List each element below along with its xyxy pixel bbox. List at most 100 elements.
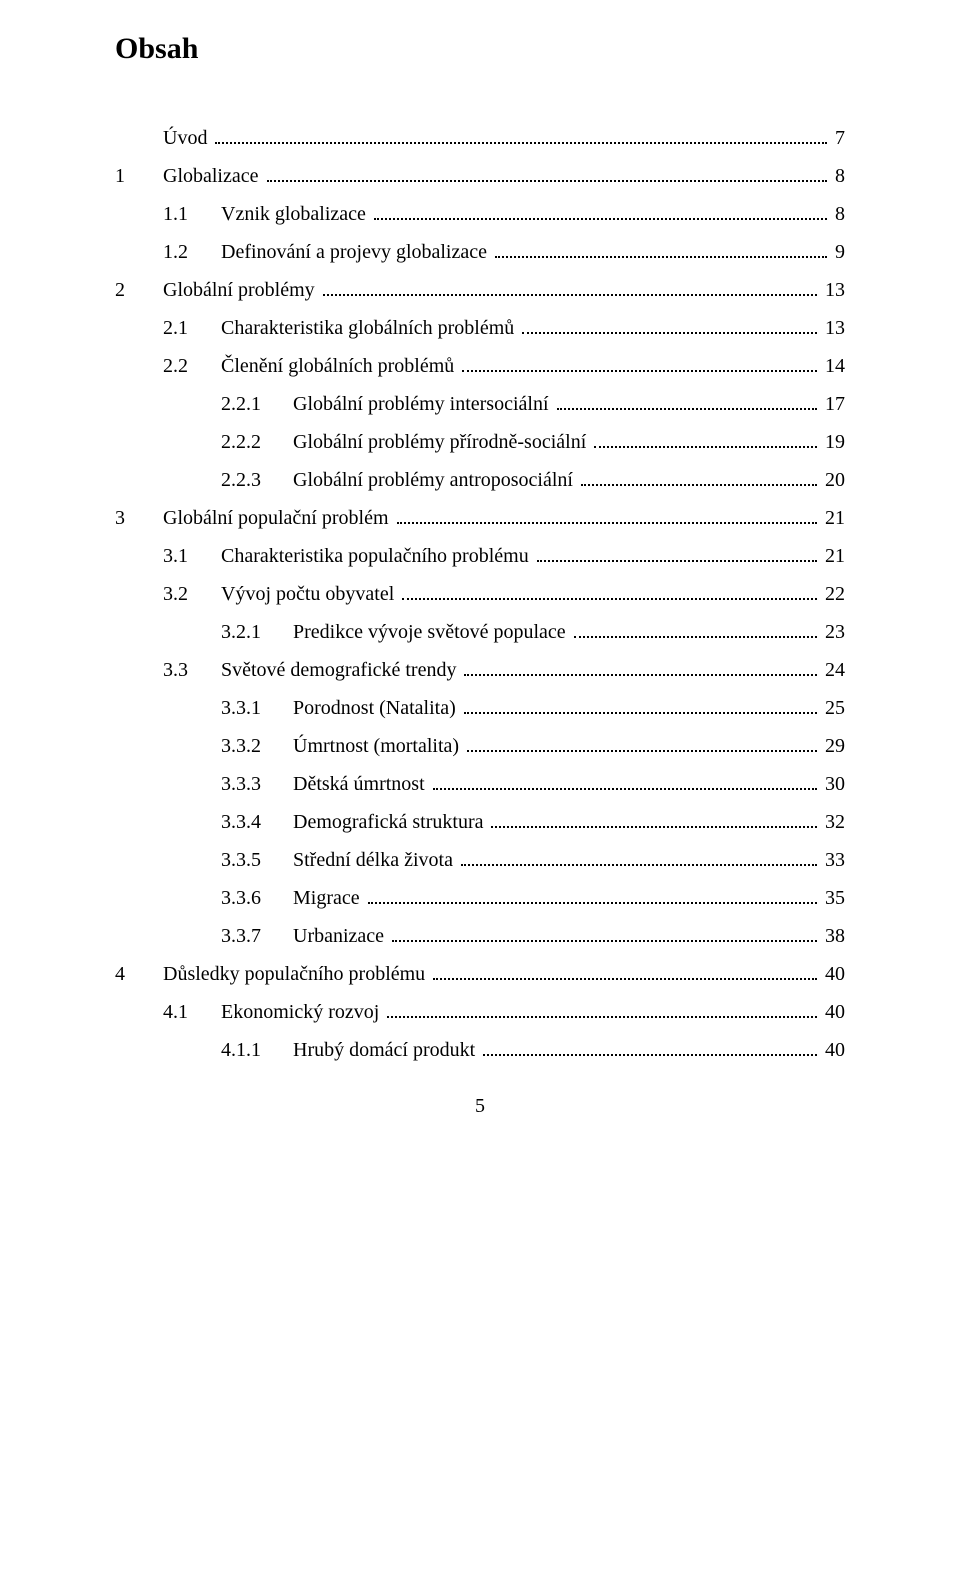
- toc-entry: 3.3.1Porodnost (Natalita)25: [115, 689, 845, 727]
- toc-leader-dots: [557, 392, 818, 410]
- toc-leader-dots: [368, 886, 817, 904]
- toc-label: Definování a projevy globalizace: [221, 233, 491, 271]
- toc-label: Urbanizace: [293, 917, 388, 955]
- toc-page: 30: [821, 765, 845, 803]
- toc-page: 23: [821, 613, 845, 651]
- toc-page: 13: [821, 309, 845, 347]
- toc-number: 2.2.2: [221, 423, 293, 461]
- toc-number: 3.2: [163, 575, 221, 613]
- toc-label: Členění globálních problémů: [221, 347, 458, 385]
- toc-entry: 4Důsledky populačního problému40: [115, 955, 845, 993]
- toc-page: 35: [821, 879, 845, 917]
- toc-page: 33: [821, 841, 845, 879]
- toc-leader-dots: [483, 1038, 817, 1056]
- toc-page: 8: [831, 195, 845, 233]
- page-number: 5: [115, 1087, 845, 1125]
- toc-entry: 2.2Členění globálních problémů 14: [115, 347, 845, 385]
- toc-label: Globální problémy intersociální: [293, 385, 553, 423]
- toc-number: 4.1.1: [221, 1031, 293, 1069]
- toc-number: 2.2.3: [221, 461, 293, 499]
- toc-entry: 4.1.1Hrubý domácí produkt 40: [115, 1031, 845, 1069]
- toc-entry: 3.3.6Migrace35: [115, 879, 845, 917]
- toc-label: Globální problémy antroposociální: [293, 461, 577, 499]
- toc-entry: 3.2.1Predikce vývoje světové populace23: [115, 613, 845, 651]
- toc-leader-dots: [495, 240, 827, 258]
- toc-entry: 3.3.3Dětská úmrtnost30: [115, 765, 845, 803]
- toc-entry: 2.2.3Globální problémy antroposociální 20: [115, 461, 845, 499]
- toc-number: 1: [115, 157, 163, 195]
- toc-leader-dots: [464, 696, 817, 714]
- toc-entry: 3.1Charakteristika populačního problému 2…: [115, 537, 845, 575]
- toc-leader-dots: [323, 278, 817, 296]
- toc-page: 8: [831, 157, 845, 195]
- toc-entry: 2Globální problémy13: [115, 271, 845, 309]
- toc-entry: 3.2Vývoj počtu obyvatel22: [115, 575, 845, 613]
- toc-label: Úmrtnost (mortalita): [293, 727, 463, 765]
- toc-leader-dots: [215, 126, 827, 144]
- toc-number: 3: [115, 499, 163, 537]
- toc-label: Vývoj počtu obyvatel: [221, 575, 398, 613]
- toc-number: 3.3: [163, 651, 221, 689]
- toc-page: 17: [821, 385, 845, 423]
- toc-page: 29: [821, 727, 845, 765]
- toc-number: 3.1: [163, 537, 221, 575]
- toc-label: Charakteristika populačního problému: [221, 537, 533, 575]
- toc-entry: 3.3Světové demografické trendy24: [115, 651, 845, 689]
- toc-leader-dots: [522, 316, 817, 334]
- toc-entry: 2.1Charakteristika globálních problémů 13: [115, 309, 845, 347]
- toc-page: 9: [831, 233, 845, 271]
- toc-page: 20: [821, 461, 845, 499]
- toc-leader-dots: [574, 620, 817, 638]
- toc-page: 19: [821, 423, 845, 461]
- toc-entry: 2.2.1Globální problémy intersociální 17: [115, 385, 845, 423]
- toc-entry: 3Globální populační problém 21: [115, 499, 845, 537]
- toc-label: Globální populační problém: [163, 499, 393, 537]
- toc-number: 3.2.1: [221, 613, 293, 651]
- toc-label: Střední délka života: [293, 841, 457, 879]
- toc-label: Důsledky populačního problému: [163, 955, 429, 993]
- toc-number: 2.1: [163, 309, 221, 347]
- toc-label: Hrubý domácí produkt: [293, 1031, 479, 1069]
- toc-number: 3.3.1: [221, 689, 293, 727]
- toc-entry: 3.3.7Urbanizace38: [115, 917, 845, 955]
- toc-number: 3.3.5: [221, 841, 293, 879]
- toc-page: 40: [821, 955, 845, 993]
- toc-leader-dots: [402, 582, 817, 600]
- toc-entry: Úvod7: [115, 119, 845, 157]
- toc-number: 3.3.2: [221, 727, 293, 765]
- toc-entry: 3.3.2Úmrtnost (mortalita) 29: [115, 727, 845, 765]
- toc-label: Dětská úmrtnost: [293, 765, 429, 803]
- toc-page: 14: [821, 347, 845, 385]
- document-title: Obsah: [115, 20, 845, 77]
- toc-entry: 1.1Vznik globalizace 8: [115, 195, 845, 233]
- toc-page: 7: [831, 119, 845, 157]
- toc-leader-dots: [464, 658, 817, 676]
- toc-number: 1.1: [163, 195, 221, 233]
- toc-entry: 1.2Definování a projevy globalizace 9: [115, 233, 845, 271]
- toc-number: 2.2.1: [221, 385, 293, 423]
- toc-number: 3.3.4: [221, 803, 293, 841]
- toc-leader-dots: [397, 506, 817, 524]
- toc-leader-dots: [491, 810, 817, 828]
- toc-leader-dots: [374, 202, 827, 220]
- toc-label: Migrace: [293, 879, 364, 917]
- toc-entry: 2.2.2Globální problémy přírodně-sociální…: [115, 423, 845, 461]
- toc-leader-dots: [461, 848, 817, 866]
- toc-label: Porodnost (Natalita): [293, 689, 460, 727]
- toc-entry: 3.3.4Demografická struktura32: [115, 803, 845, 841]
- toc-leader-dots: [433, 962, 817, 980]
- toc-number: 2.2: [163, 347, 221, 385]
- toc-entry: 4.1Ekonomický rozvoj40: [115, 993, 845, 1031]
- toc-leader-dots: [594, 430, 817, 448]
- toc-page: 21: [821, 537, 845, 575]
- toc-label: Vznik globalizace: [221, 195, 370, 233]
- toc-page: 24: [821, 651, 845, 689]
- table-of-contents: Úvod71Globalizace81.1Vznik globalizace81…: [115, 119, 845, 1069]
- toc-page: 21: [821, 499, 845, 537]
- toc-page: 40: [821, 1031, 845, 1069]
- toc-page: 32: [821, 803, 845, 841]
- toc-leader-dots: [537, 544, 817, 562]
- toc-label: Ekonomický rozvoj: [221, 993, 383, 1031]
- toc-label: Charakteristika globálních problémů: [221, 309, 518, 347]
- toc-number: 1.2: [163, 233, 221, 271]
